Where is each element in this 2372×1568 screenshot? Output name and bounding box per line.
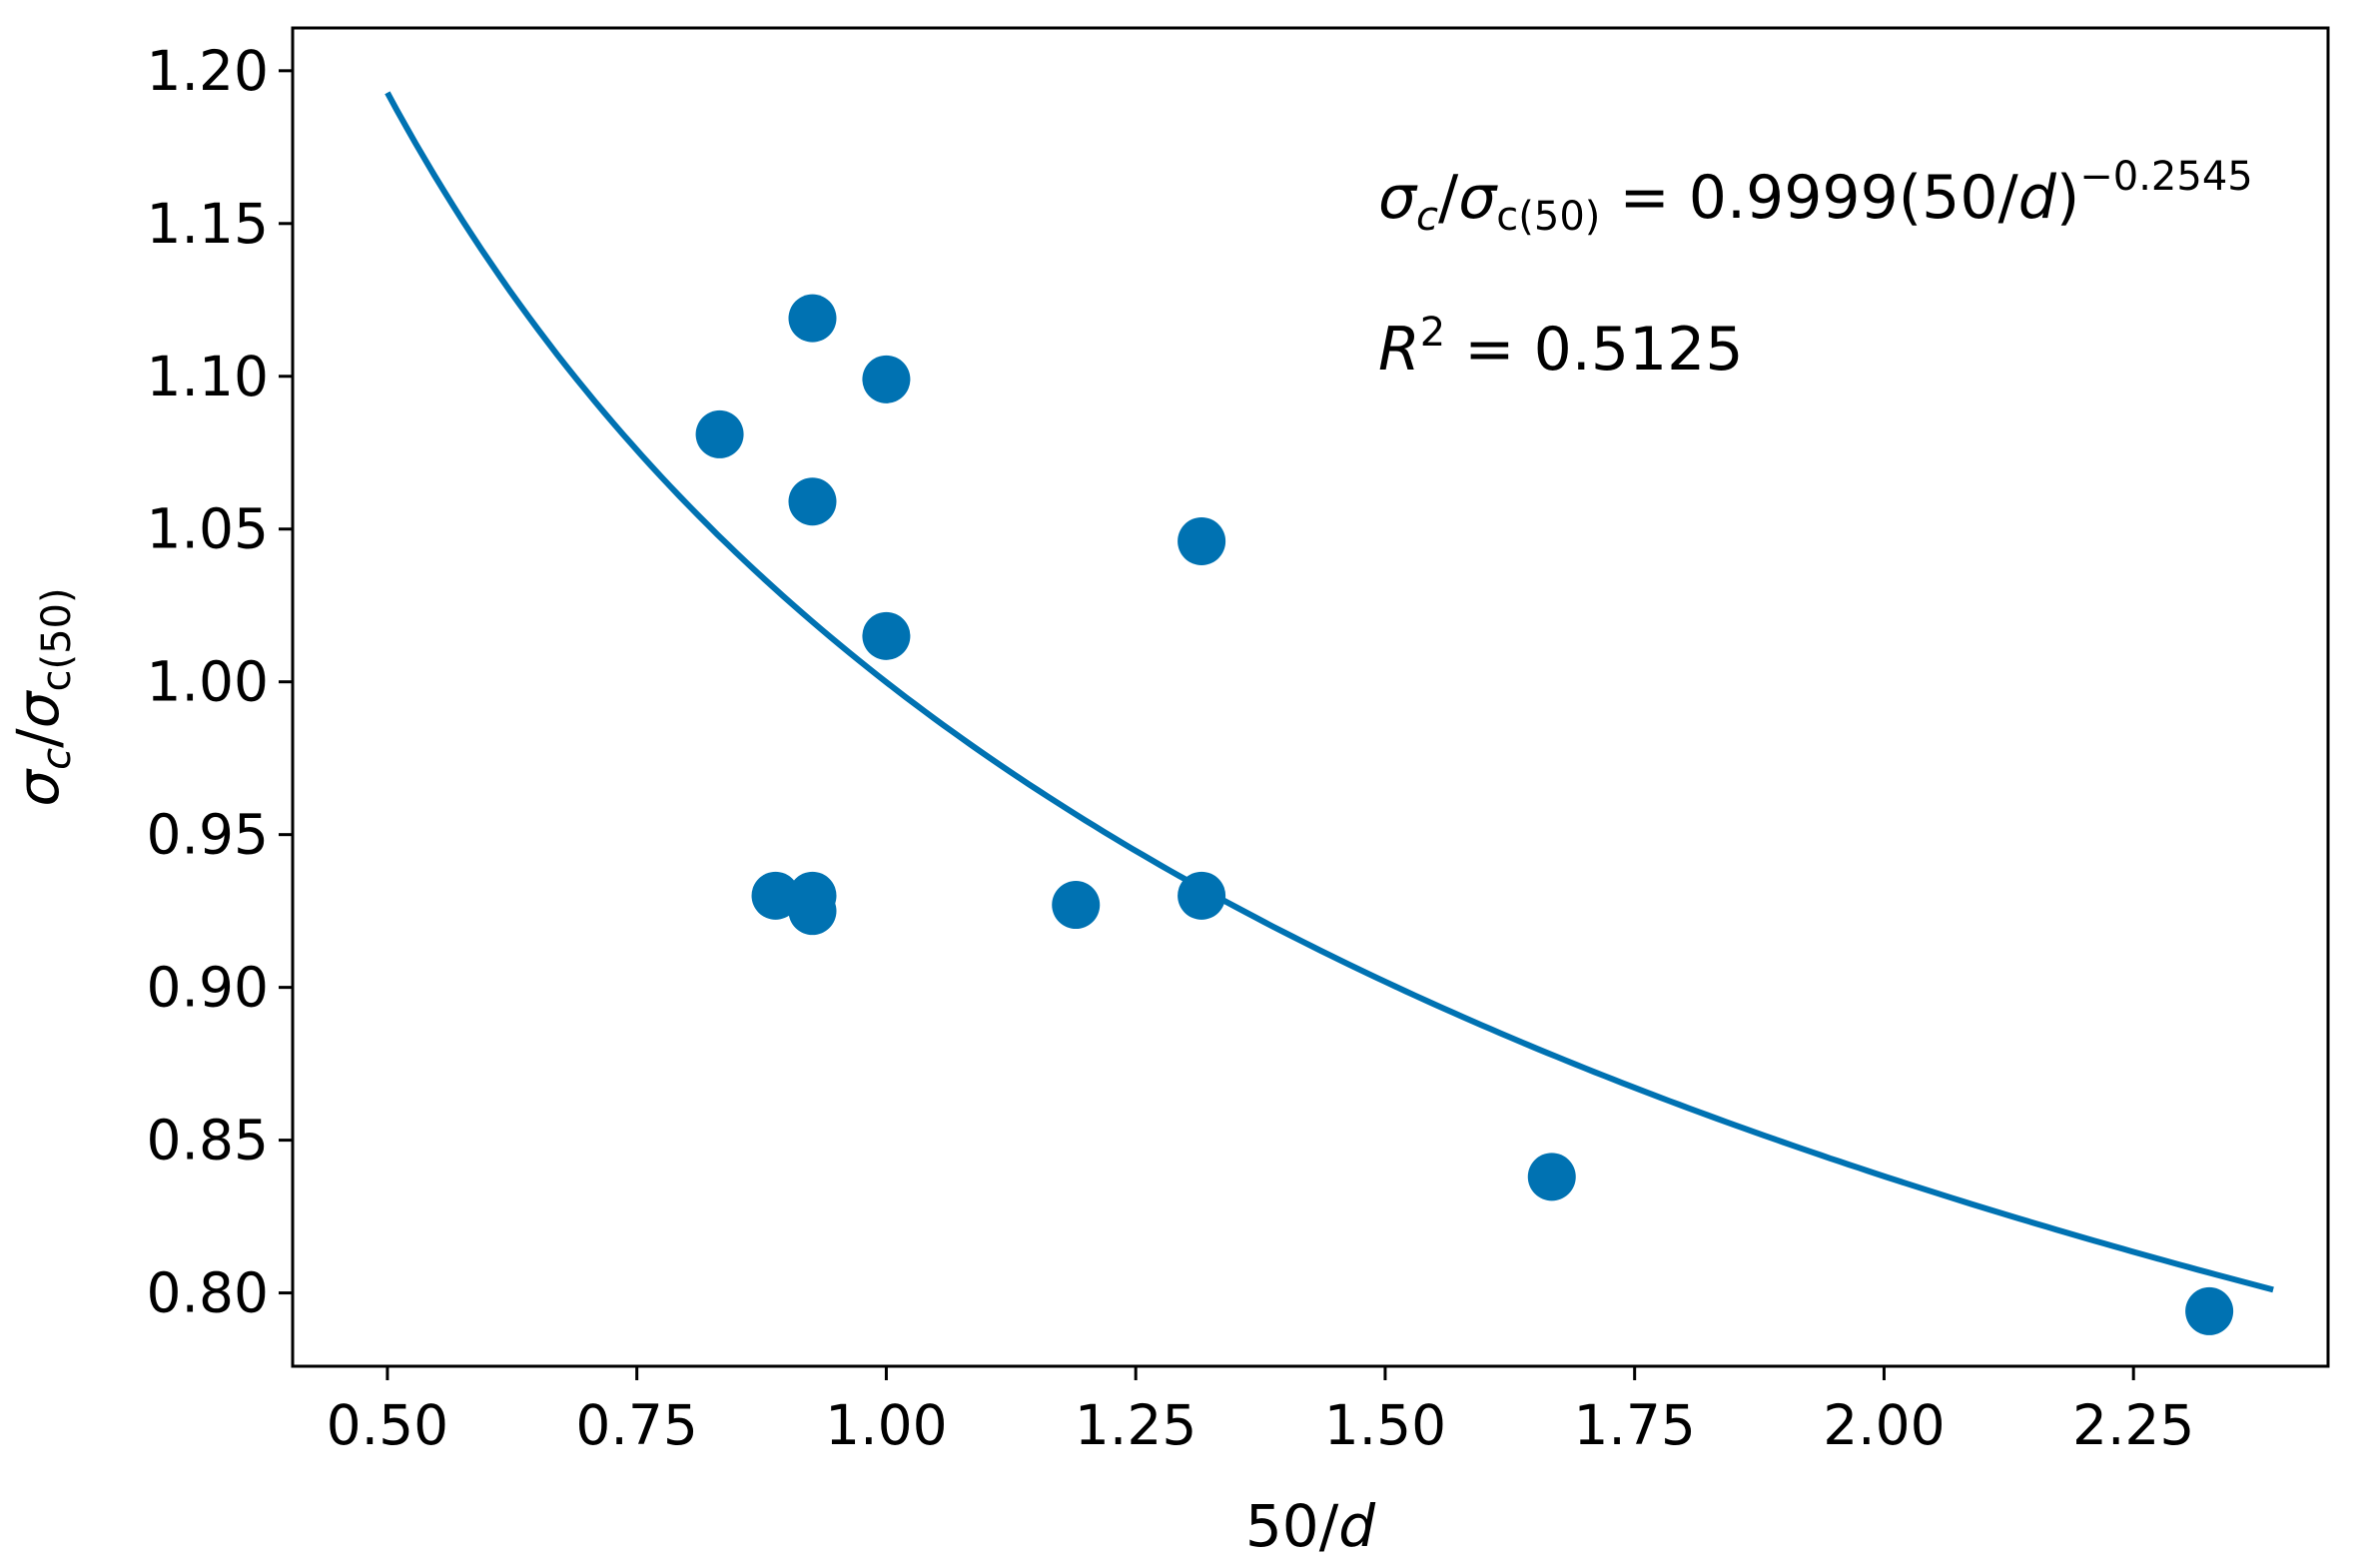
data-point — [2185, 1286, 2234, 1335]
data-point — [788, 477, 837, 526]
scatter-points — [695, 294, 2234, 1335]
y-tick-label: 1.00 — [147, 650, 269, 714]
x-tick-label: 2.00 — [1823, 1393, 1945, 1457]
y-tick-label: 1.05 — [147, 497, 269, 561]
y-axis: 0.80 0.85 0.90 0.95 1.00 1.05 1.10 1.15 1.20 — [147, 39, 293, 1325]
data-point — [751, 871, 800, 920]
data-point — [862, 355, 911, 403]
x-tick-label: 1.00 — [825, 1393, 947, 1457]
x-tick-label: 1.50 — [1324, 1393, 1446, 1457]
y-tick-label: 0.85 — [147, 1109, 269, 1173]
data-point — [1178, 871, 1226, 920]
x-tick-label: 1.75 — [1573, 1393, 1695, 1457]
r-squared: R2 = 0.5125 — [1378, 310, 1744, 385]
data-point — [1527, 1153, 1576, 1201]
plot-frame — [291, 26, 2330, 1368]
x-axis-label: 50/d — [1245, 1492, 1376, 1560]
y-tick-label: 0.90 — [147, 956, 269, 1020]
y-axis-label: σc/σc(50) — [4, 587, 80, 806]
data-point — [1052, 881, 1101, 930]
x-tick-label: 0.75 — [575, 1393, 697, 1457]
fit-line — [385, 91, 2274, 1293]
x-tick-label: 1.25 — [1075, 1393, 1196, 1457]
fit-equation: σc/σc(50) = 0.9999(50/d)−0.2545 — [1378, 154, 2253, 240]
data-point — [862, 611, 911, 660]
data-point — [695, 409, 744, 458]
y-tick-label: 1.15 — [147, 192, 269, 256]
y-tick-label: 1.20 — [147, 39, 269, 103]
data-point — [1178, 516, 1226, 565]
y-tick-label: 0.95 — [147, 803, 269, 867]
x-axis: 0.50 0.75 1.00 1.25 1.50 1.75 2.00 2.25 — [327, 1366, 2194, 1457]
data-point — [788, 294, 837, 343]
x-tick-label: 0.50 — [327, 1393, 448, 1457]
y-tick-label: 1.10 — [147, 345, 269, 408]
data-point — [788, 887, 837, 936]
x-tick-label: 2.25 — [2072, 1393, 2194, 1457]
y-tick-label: 0.80 — [147, 1261, 269, 1325]
